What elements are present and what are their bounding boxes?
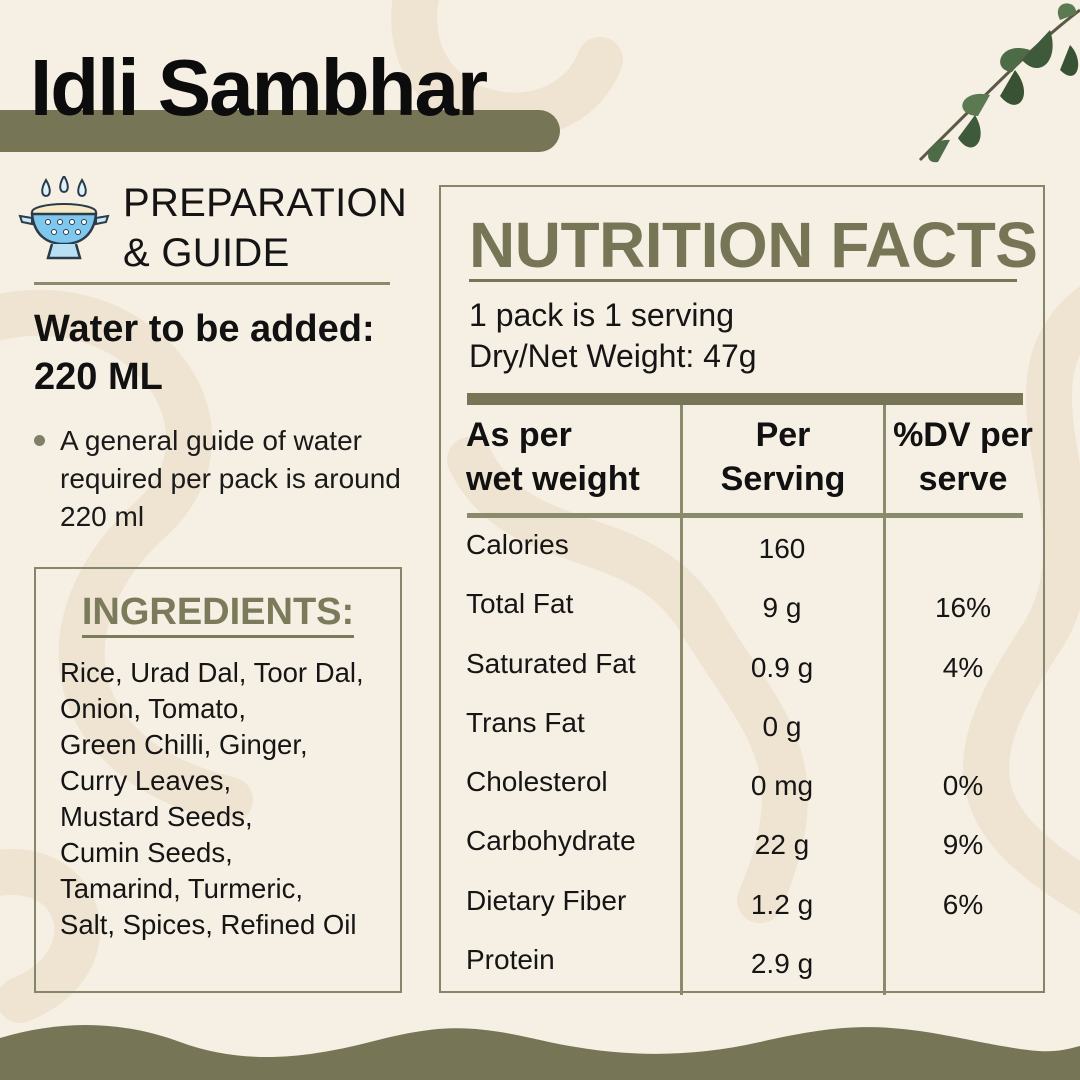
net-weight: Dry/Net Weight: 47g — [469, 338, 757, 374]
nutrient-name: Protein — [466, 944, 555, 976]
page-title: Idli Sambhar — [30, 43, 488, 132]
nutrition-rows: Calories 160 Total Fat 9 g 16% Saturated… — [441, 525, 1047, 999]
nutrient-name: Carbohydrate — [466, 825, 636, 857]
column-divider — [680, 405, 683, 995]
header-line: Serving — [720, 460, 846, 498]
ingredients-line: Green Chilli, Ginger, — [60, 729, 308, 760]
nutrient-value: 0.9 g — [750, 651, 814, 683]
nutrient-name: Total Fat — [466, 588, 574, 620]
header-line: serve — [918, 460, 1008, 498]
table-row: Saturated Fat 0.9 g 4% — [441, 644, 1047, 703]
ingredients-line: Onion, Tomato, — [60, 693, 246, 724]
ingredients-line: Curry Leaves, — [60, 765, 232, 796]
preparation-divider — [34, 282, 390, 285]
ingredients-line: Cumin Seeds, — [60, 837, 233, 868]
nutrient-value: 0 g — [762, 710, 802, 742]
bottom-wave-decoration — [0, 1024, 1080, 1080]
column-divider — [883, 405, 886, 995]
table-row: Cholesterol 0 mg 0% — [441, 762, 1047, 821]
ingredients-title-wrap: INGREDIENTS: — [36, 591, 400, 638]
header-line: %DV per — [893, 416, 1033, 454]
ingredients-title: INGREDIENTS: — [81, 591, 355, 638]
nutrient-name: Trans Fat — [466, 706, 585, 738]
bullet-dot-icon — [34, 435, 45, 446]
nutrient-name: Dietary Fiber — [466, 884, 627, 916]
column-header-dv: %DV per serve — [887, 413, 1039, 501]
ingredients-line: Salt, Spices, Refined Oil — [60, 909, 357, 940]
nutrition-title-rule — [469, 279, 1017, 282]
nutrient-dv: 9% — [942, 829, 984, 861]
preparation-heading-line2: & GUIDE — [123, 231, 290, 275]
nutrient-value: 2.9 g — [750, 948, 814, 980]
leaves-decoration — [918, 3, 1080, 163]
table-row: Carbohydrate 22 g 9% — [441, 821, 1047, 880]
table-row: Protein 2.9 g — [441, 940, 1047, 999]
nutrient-value: 0 mg — [750, 770, 814, 802]
nutrient-dv: 6% — [942, 888, 984, 920]
table-row: Dietary Fiber 1.2 g 6% — [441, 881, 1047, 940]
nutrient-dv: 4% — [942, 651, 984, 683]
header-line: As per — [466, 416, 572, 454]
serving-size: 1 pack is 1 serving — [469, 297, 735, 333]
table-row: Calories 160 — [441, 525, 1047, 584]
ingredients-line: Tamarind, Turmeric, — [60, 873, 303, 904]
title-underline-bar — [0, 110, 560, 152]
water-guide-text: A general guide of water required per pa… — [60, 425, 401, 532]
column-header-per-serving: Per Serving — [684, 413, 882, 501]
ingredients-line: Rice, Urad Dal, Toor Dal, — [60, 657, 364, 688]
serving-info: 1 pack is 1 serving Dry/Net Weight: 47g — [469, 295, 757, 377]
water-amount-value: 220 ML — [34, 356, 163, 398]
nutrition-facts-panel: NUTRITION FACTS 1 pack is 1 serving Dry/… — [439, 185, 1045, 995]
nutrient-value: 160 — [758, 533, 806, 564]
nutrient-dv: 16% — [934, 592, 992, 624]
header-line: wet weight — [466, 460, 640, 498]
nutrient-dv: 0% — [942, 770, 984, 802]
table-row: Total Fat 9 g 16% — [441, 584, 1047, 643]
water-amount: Water to be added: 220 ML — [34, 305, 375, 401]
ingredients-list: Rice, Urad Dal, Toor Dal, Onion, Tomato,… — [60, 655, 394, 943]
preparation-heading-line1: PREPARATION — [123, 181, 408, 225]
header-line: Per — [755, 416, 811, 454]
ingredients-line: Mustard Seeds, — [60, 801, 253, 832]
nutrient-name: Calories — [466, 529, 569, 560]
nutrient-name: Saturated Fat — [466, 647, 636, 679]
preparation-heading: PREPARATION & GUIDE — [123, 178, 407, 278]
table-row: Trans Fat 0 g — [441, 703, 1047, 762]
header-divider — [467, 513, 1023, 518]
nutrient-name: Cholesterol — [466, 766, 608, 798]
nutrient-value: 9 g — [762, 592, 802, 624]
water-guide-bullet: A general guide of water required per pa… — [34, 422, 414, 536]
nutrition-thick-divider — [467, 393, 1023, 405]
water-amount-label: Water to be added: — [34, 308, 375, 350]
column-header-nutrient: As per wet weight — [466, 413, 640, 501]
nutrient-value: 1.2 g — [750, 888, 814, 920]
nutrition-title: NUTRITION FACTS — [469, 209, 1038, 281]
strainer-water-icon — [18, 176, 110, 260]
ingredients-box: INGREDIENTS: Rice, Urad Dal, Toor Dal, O… — [34, 567, 402, 993]
nutrient-value: 22 g — [754, 829, 810, 861]
